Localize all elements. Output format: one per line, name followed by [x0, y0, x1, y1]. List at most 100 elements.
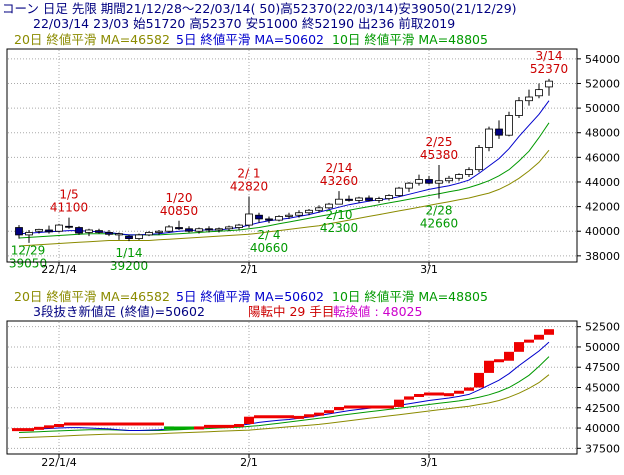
low-value-label: 40660 [250, 241, 288, 255]
candle-body [515, 100, 523, 116]
lower-legend-ma10: 10日 終値平滑 MA=48805 [332, 289, 488, 304]
lower-xtick-label: 2/1 [240, 456, 258, 469]
candle-body [315, 207, 323, 211]
brick [514, 342, 524, 352]
candle-body [335, 198, 343, 205]
lower-ytick-label: 47500 [585, 361, 620, 374]
brick [464, 387, 474, 391]
low-date-label: 2/10 [326, 208, 353, 222]
candle-body [15, 227, 23, 236]
upper-ytick-label: 48000 [585, 127, 620, 140]
candle-body [295, 212, 303, 216]
candle-body [35, 228, 43, 232]
candle-body [385, 195, 393, 199]
candle-body [325, 203, 333, 209]
low-date-label: 1/14 [116, 246, 143, 260]
ma10-line [18, 356, 550, 433]
candle-body [195, 228, 203, 232]
candle-body [425, 179, 433, 184]
lower-ytick-label: 50000 [585, 341, 620, 354]
candle-body [495, 128, 503, 136]
lower-legend-ma20: 20日 終値平滑 MA=46582 [14, 289, 170, 304]
brick [294, 415, 304, 419]
high-date-label: 2/14 [326, 161, 353, 175]
upper-xtick-label: 22/1/4 [41, 263, 76, 276]
brick [544, 329, 554, 335]
candle-body [105, 232, 113, 235]
brick [194, 426, 204, 430]
candle-body [165, 226, 173, 232]
candle-body [275, 216, 283, 221]
brick [504, 351, 514, 361]
candle-body [65, 225, 73, 228]
lower-legend-flag: 陽転中 29 手目 [248, 304, 334, 319]
upper-ytick-label: 50000 [585, 102, 620, 115]
upper-ytick-label: 38000 [585, 250, 620, 263]
candle-body [535, 89, 543, 97]
candle-body [185, 228, 193, 232]
candle-body [345, 198, 353, 201]
lower-ytick-label: 45000 [585, 382, 620, 395]
upper-grid [8, 50, 576, 261]
header-ohlc: 22/03/14 23/03 始51720 高52370 安51000 終521… [33, 16, 455, 31]
upper-xtick-label: 2/1 [240, 263, 258, 276]
low-date-label: 12/29 [11, 244, 46, 258]
candle-body [55, 224, 63, 232]
candle-body [215, 228, 223, 231]
lower-xtick-label: 22/1/4 [41, 456, 76, 469]
lower-ytick-label: 37500 [585, 442, 620, 455]
high-date-label: 2/ 1 [237, 166, 260, 180]
upper-candles [15, 78, 553, 243]
candle-body [75, 227, 83, 234]
high-value-label: 40850 [160, 204, 198, 218]
upper-plot-border [6, 48, 578, 263]
low-value-label: 39200 [110, 259, 148, 273]
brick [234, 423, 244, 427]
lower-legend-transition: 転換値 : 48025 [333, 304, 422, 319]
high-value-label: 43260 [320, 174, 358, 188]
candle-body [205, 228, 213, 231]
brick [304, 414, 314, 418]
candle-body [115, 233, 123, 236]
candle-body [255, 214, 263, 220]
brick [484, 360, 494, 373]
low-value-label: 39050 [9, 257, 47, 271]
candle-body [435, 180, 443, 184]
brick [414, 393, 424, 397]
brick [324, 410, 334, 414]
upper-ytick-label: 46000 [585, 151, 620, 164]
candle-body [395, 187, 403, 196]
lower-axis: 37500 40000 42500 45000 47500 50000 52500 22/1/… [41, 321, 620, 469]
candle-body [245, 213, 253, 226]
upper-ytick-label: 52000 [585, 77, 620, 90]
brick [444, 393, 454, 397]
brick [404, 396, 414, 400]
candle-body [135, 234, 143, 240]
brick [244, 416, 254, 424]
candle-body [225, 226, 233, 230]
candle-body [445, 177, 453, 182]
brick [394, 399, 404, 407]
high-value-label: 42820 [230, 179, 268, 193]
high-date-label: 1/20 [166, 191, 193, 205]
candle-body [85, 229, 93, 233]
candle-body [405, 182, 413, 189]
ma20-line [18, 374, 550, 439]
high-date-label: 2/25 [426, 135, 453, 149]
low-value-label: 42660 [420, 216, 458, 230]
brick [524, 339, 534, 343]
high-value-label: 52370 [530, 62, 568, 76]
candle-body [95, 230, 103, 233]
low-date-label: 2/ 4 [257, 228, 280, 242]
candle-body [355, 197, 363, 201]
candle-body [175, 227, 183, 230]
brick [474, 372, 484, 388]
candle-body [155, 230, 163, 233]
candle-body [455, 174, 463, 179]
candle-body [365, 197, 373, 201]
low-date-label: 2/28 [426, 203, 453, 217]
candle-body [25, 232, 33, 236]
upper-legend-ma10: 10日 終値平滑 MA=48805 [332, 32, 488, 47]
upper-ytick-label: 42000 [585, 201, 620, 214]
